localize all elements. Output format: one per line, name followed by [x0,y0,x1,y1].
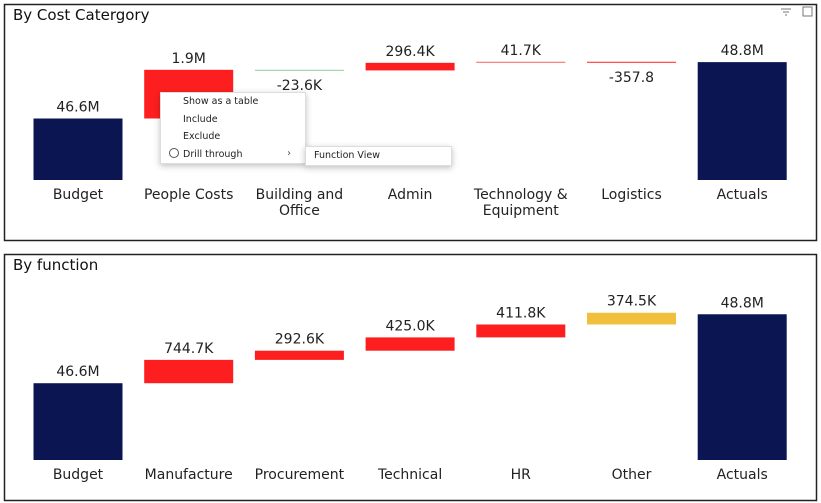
data-label: 48.8M [721,295,764,311]
data-label: 292.6K [275,332,325,348]
x-tick-label: People Costs [143,187,234,203]
bar [587,61,676,63]
data-label: 374.5K [607,294,657,310]
x-tick-label: Technical [377,467,443,483]
bar [476,324,566,338]
menu-item[interactable]: Exclude [183,131,221,142]
x-tick-label: Budget [52,467,104,483]
menu-item[interactable]: Show as a table [183,96,259,107]
x-tick-label: Technology & Equipment [473,187,568,219]
data-label: 41.7K [501,43,542,59]
x-tick-label: Logistics [601,187,662,203]
bar [33,383,123,460]
bar [33,118,123,180]
x-tick-label: HR [510,467,531,483]
x-tick-label: Building and Office [255,187,344,219]
x-tick-label: Actuals [716,467,768,483]
data-label: 296.4K [385,44,435,60]
panel-frame [3,3,818,242]
bar [144,359,234,384]
chart-title: By Cost Catergory [13,6,150,24]
x-tick-label: Procurement [254,467,345,483]
menu-item[interactable]: Include [183,113,218,125]
panel-frame [3,253,818,502]
context-menu: Show as a table Include Exclude Drill th… [160,92,306,164]
bar [365,62,455,71]
bar [697,62,787,180]
drill-icon [169,148,179,158]
focus-icon[interactable] [802,6,813,17]
data-label: -357.8 [609,70,654,86]
bar [254,350,344,360]
data-label: -23.6K [277,78,323,94]
filter-icon[interactable] [781,8,791,16]
menu-item[interactable]: Function View [314,150,380,161]
bar [587,312,676,325]
data-label: 46.6M [56,100,99,116]
data-label: 744.7K [164,341,214,357]
x-tick-label: Other [611,467,652,483]
data-label: 411.8K [496,305,546,321]
chart-title: By function [13,256,99,274]
bar [365,337,455,351]
x-tick-label: Budget [52,187,104,203]
bar [254,69,344,71]
data-label: 1.9M [172,51,206,67]
x-tick-label: Admin [387,187,433,203]
data-label: 425.0K [385,318,435,334]
data-label: 48.8M [721,43,764,59]
submenu: Function View [305,146,452,166]
bar [476,61,566,63]
x-tick-label: Actuals [716,187,768,203]
data-label: 46.6M [56,364,99,380]
x-tick-label: Manufacture [144,467,233,483]
bar [697,314,787,460]
menu-item[interactable]: Drill through [183,148,243,160]
submenu-arrow: › [287,148,291,159]
